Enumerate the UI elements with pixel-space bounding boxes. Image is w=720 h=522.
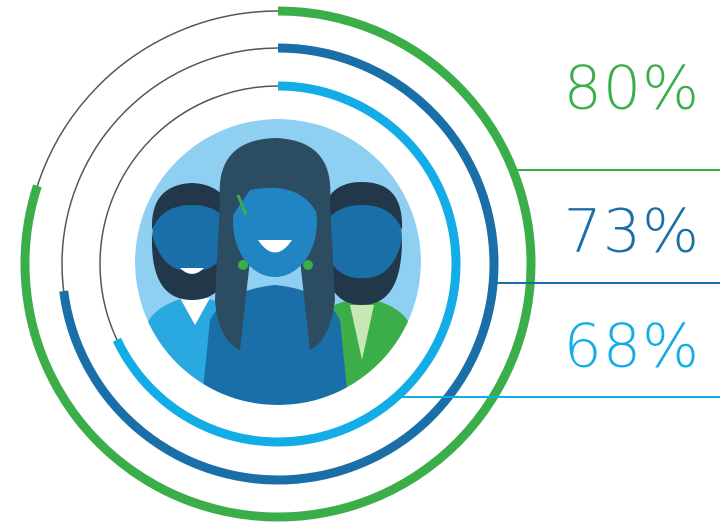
ring-arc — [112, 81, 461, 447]
ring-arc — [59, 43, 499, 485]
value-label: 68% — [564, 312, 700, 382]
value-label: 73% — [564, 197, 700, 267]
value-label: 80% — [564, 54, 700, 124]
people-illustration — [135, 119, 421, 405]
ring-arc — [20, 6, 536, 522]
